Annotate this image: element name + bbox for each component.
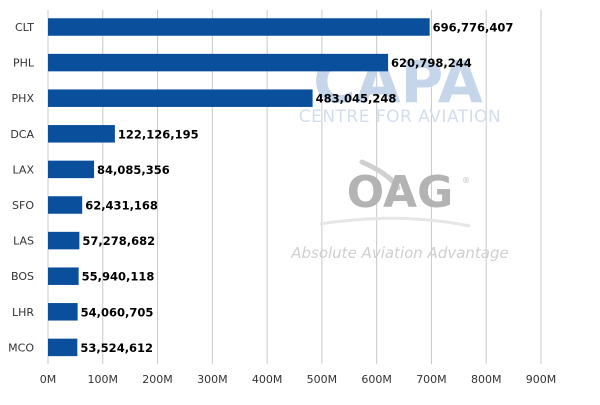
data-label: 122,126,195 bbox=[118, 127, 199, 141]
oag-underline-icon bbox=[319, 216, 471, 228]
category-label: SFO bbox=[12, 199, 34, 212]
bar bbox=[48, 338, 78, 357]
capa-subtitle: CENTRE FOR AVIATION bbox=[299, 107, 502, 127]
bar bbox=[48, 18, 430, 36]
x-tick-label: 700M bbox=[416, 373, 447, 386]
bar bbox=[48, 267, 79, 285]
oag-swoosh-icon bbox=[359, 159, 401, 191]
labels: CLT 696,776,407 PHL 620,798,244 PHX 483,045,2… bbox=[8, 21, 513, 355]
data-label: 696,776,407 bbox=[433, 21, 514, 35]
data-label: 54,060,705 bbox=[81, 305, 154, 319]
oag-tagline: Absolute Aviation Advantage bbox=[290, 244, 509, 262]
data-label: 53,524,612 bbox=[80, 341, 153, 355]
category-label: LAX bbox=[13, 163, 35, 176]
x-tick-label: 0M bbox=[40, 373, 57, 386]
watermark-oag: OAG ® Absolute Aviation Advantage bbox=[290, 159, 509, 262]
bar bbox=[48, 89, 313, 107]
x-tick-label: 900M bbox=[526, 373, 557, 386]
category-label: MCO bbox=[8, 341, 34, 354]
category-label: LAS bbox=[13, 235, 34, 248]
x-tick-label: 600M bbox=[361, 373, 392, 386]
data-label: 62,431,168 bbox=[85, 199, 158, 213]
data-label: 57,278,682 bbox=[82, 234, 155, 248]
x-tick-label: 400M bbox=[252, 373, 283, 386]
registered-mark-icon: ® bbox=[462, 176, 470, 185]
x-tick-label: 300M bbox=[197, 373, 228, 386]
data-label: 84,085,356 bbox=[97, 163, 170, 177]
category-label: PHL bbox=[13, 57, 35, 70]
oag-logo: OAG bbox=[347, 167, 453, 218]
category-label: PHX bbox=[12, 92, 35, 105]
category-label: BOS bbox=[11, 270, 34, 283]
x-tick-label: 200M bbox=[142, 373, 173, 386]
bar bbox=[48, 303, 78, 321]
x-tick-label: 100M bbox=[88, 373, 119, 386]
bar bbox=[48, 125, 115, 143]
category-label: CLT bbox=[15, 21, 34, 34]
bars bbox=[48, 18, 430, 357]
data-label: 620,798,244 bbox=[391, 56, 472, 70]
x-axis-ticks: 0M 100M 200M 300M 400M 500M 600M 700M 800M 900M bbox=[40, 373, 557, 386]
category-label: DCA bbox=[10, 128, 34, 141]
x-tick-label: 500M bbox=[307, 373, 338, 386]
bar bbox=[48, 231, 80, 250]
bar bbox=[48, 196, 83, 214]
bar bbox=[48, 53, 389, 72]
data-label: 55,940,118 bbox=[82, 270, 155, 284]
category-label: LHR bbox=[12, 306, 34, 319]
bar bbox=[48, 160, 95, 179]
x-tick-label: 800M bbox=[471, 373, 502, 386]
data-label: 483,045,248 bbox=[316, 92, 397, 106]
